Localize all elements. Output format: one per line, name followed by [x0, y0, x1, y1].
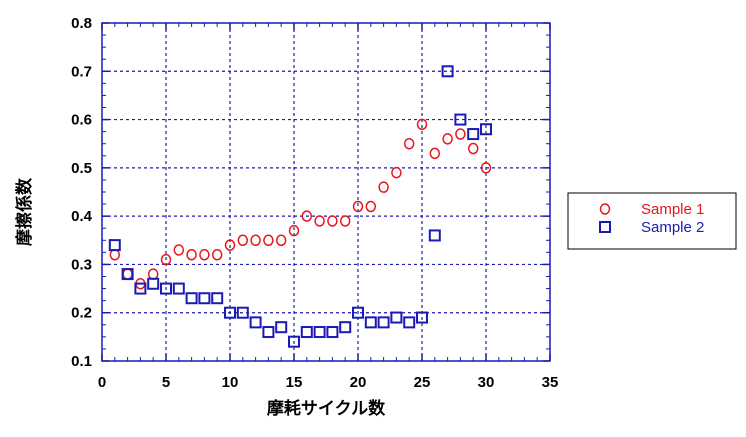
series-2-points [108, 65, 492, 348]
square-data-point [428, 229, 441, 242]
x-tick-labels: 0 5 10 15 20 25 30 35 [98, 374, 559, 391]
circle-data-point [339, 215, 351, 227]
y-tick-label: 0.2 [71, 305, 92, 322]
circle-data-point [250, 234, 261, 247]
circle-data-point [391, 166, 402, 179]
y-tick-label: 0.1 [71, 353, 92, 370]
x-tick-label: 15 [286, 374, 303, 391]
square-data-point [377, 316, 390, 329]
data-points [108, 65, 492, 348]
circle-data-point [442, 133, 453, 145]
y-tick-label: 0.3 [71, 256, 92, 273]
square-data-point [160, 282, 172, 295]
square-data-point [364, 316, 377, 329]
circle-data-point [211, 249, 223, 261]
circle-data-point [199, 249, 210, 261]
x-axis-title: 摩耗サイクル数 [267, 398, 386, 419]
circle-data-point [467, 142, 479, 155]
square-data-point [480, 123, 492, 136]
circle-data-point [173, 244, 185, 256]
x-tick-label: 25 [414, 374, 431, 391]
y-tick-label: 0.7 [71, 63, 92, 80]
series-1-points [109, 118, 492, 290]
legend-box [567, 192, 737, 250]
y-axis-title: 摩擦係数 [14, 177, 35, 246]
circle-data-point [160, 253, 172, 266]
circle-data-point [147, 268, 159, 280]
legend-marker-square [599, 221, 611, 233]
x-tick-label: 20 [350, 374, 367, 391]
circle-data-point [109, 249, 121, 261]
square-data-point [441, 65, 454, 78]
square-data-point [454, 113, 467, 126]
square-data-point [249, 316, 262, 329]
legend-label: Sample 1 [641, 201, 704, 218]
square-data-point [326, 326, 339, 339]
x-tick-label: 10 [222, 374, 239, 391]
x-tick-label: 0 [98, 374, 106, 391]
circle-data-point [122, 268, 133, 280]
square-data-point [211, 292, 224, 305]
circle-data-point [301, 210, 313, 222]
grid-lines [102, 23, 550, 361]
circle-data-point [314, 215, 325, 227]
legend-marker-circle [599, 203, 611, 215]
square-data-point [134, 282, 147, 295]
square-data-point [185, 292, 198, 305]
circle-data-point [275, 234, 287, 247]
square-data-point [403, 316, 416, 329]
square-data-point [300, 326, 313, 339]
square-data-point [236, 306, 249, 319]
square-data-point [339, 321, 352, 334]
square-data-point [390, 311, 403, 324]
x-tick-label: 35 [542, 374, 559, 391]
axis-ticks [101, 22, 551, 362]
square-data-point [108, 239, 121, 252]
square-data-point [121, 268, 134, 281]
circle-data-point [403, 137, 415, 150]
y-tick-label: 0.8 [71, 15, 92, 32]
square-data-point [262, 326, 275, 339]
circle-data-point [327, 215, 338, 227]
square-data-point [198, 292, 211, 305]
circle-data-point [237, 234, 249, 247]
circle-data-point [224, 239, 236, 251]
circle-data-point [429, 147, 441, 160]
square-data-point [224, 306, 236, 319]
legend-label: Sample 2 [641, 219, 704, 236]
square-data-point [147, 277, 160, 290]
circle-data-point [455, 128, 466, 140]
square-data-point [288, 335, 300, 348]
y-tick-label: 0.6 [71, 112, 92, 129]
circle-data-point [378, 181, 389, 193]
circle-data-point [186, 249, 197, 261]
circle-data-point [288, 224, 300, 237]
plot-frame [101, 22, 551, 362]
y-tick-label: 0.4 [71, 208, 93, 225]
circle-data-point [480, 162, 492, 174]
circle-data-point [416, 118, 428, 131]
square-data-point [275, 321, 288, 334]
square-data-point [352, 306, 364, 319]
x-tick-label: 30 [478, 374, 495, 391]
y-tick-label: 0.5 [71, 160, 92, 177]
square-data-point [313, 326, 326, 339]
square-data-point [467, 128, 480, 141]
circle-data-point [263, 234, 274, 247]
square-data-point [172, 282, 185, 295]
square-data-point [416, 311, 428, 324]
circle-data-point [365, 200, 377, 213]
y-tick-labels: 0.1 0.2 0.3 0.4 0.5 0.6 0.7 0.8 [71, 15, 93, 370]
x-tick-label: 5 [162, 374, 170, 391]
circle-data-point [352, 200, 364, 213]
